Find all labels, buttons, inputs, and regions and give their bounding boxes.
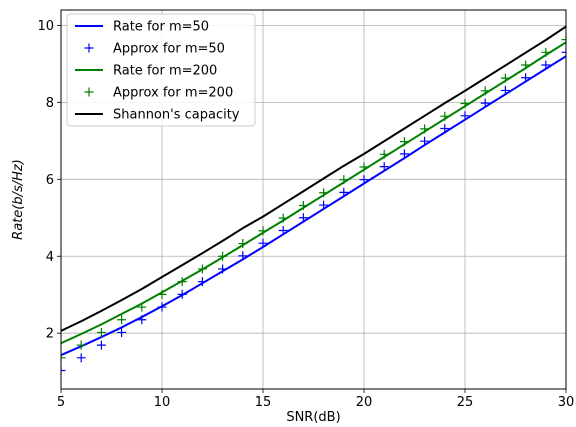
- series-3-marker-24: [541, 47, 551, 57]
- legend-box: [66, 13, 256, 127]
- series-3-marker-4: [137, 302, 147, 312]
- series-1-marker-6: [177, 289, 187, 299]
- series-3-marker-17: [399, 137, 409, 147]
- series-layer: [61, 25, 566, 376]
- series-2: [61, 41, 566, 345]
- legend-label-4: Shannon's capacity: [113, 108, 240, 123]
- series-1-marker-1: [76, 353, 86, 363]
- series-3-marker-13: [319, 188, 329, 198]
- series-3: [61, 35, 566, 363]
- y-axis-ticks: 2 4 6 8 10: [37, 19, 61, 342]
- x-axis-ticks: 5 10 15 20 25 30: [57, 389, 574, 410]
- series-3-marker-16: [379, 149, 389, 159]
- series-3-marker-3: [117, 315, 127, 325]
- series-1: [61, 47, 566, 376]
- series-3-marker-12: [298, 200, 308, 210]
- series-0: [61, 55, 566, 357]
- x-tick-label-25: 25: [457, 395, 474, 410]
- x-tick-label-10: 10: [154, 395, 171, 410]
- y-tick-label-8: 8: [46, 96, 54, 111]
- y-tick-label-2: 2: [46, 327, 54, 342]
- series-3-marker-25: [561, 35, 566, 45]
- series-3-marker-19: [440, 111, 450, 121]
- series-1-marker-8: [218, 264, 228, 274]
- series-line-4: [61, 25, 566, 332]
- series-3-marker-15: [359, 162, 369, 172]
- x-tick-label-15: 15: [255, 395, 272, 410]
- series-4: [61, 25, 566, 332]
- series-1-marker-0: [61, 366, 66, 376]
- series-3-marker-1: [76, 340, 86, 350]
- series-1-marker-12: [298, 213, 308, 223]
- series-3-marker-8: [218, 251, 228, 261]
- series-3-marker-21: [480, 86, 490, 96]
- series-3-marker-14: [339, 175, 349, 185]
- series-1-marker-3: [117, 327, 127, 337]
- series-1-marker-10: [258, 238, 268, 248]
- series-3-marker-7: [197, 264, 207, 274]
- legend-label-1: Approx for m=50: [113, 42, 225, 57]
- series-3-marker-18: [420, 124, 430, 134]
- x-tick-label-20: 20: [356, 395, 373, 410]
- series-1-marker-19: [440, 124, 450, 134]
- series-1-marker-22: [500, 85, 510, 95]
- series-1-marker-9: [238, 251, 248, 261]
- y-tick-label-10: 10: [37, 19, 54, 34]
- series-1-marker-5: [157, 302, 167, 312]
- legend-label-2: Rate for m=200: [113, 64, 217, 79]
- y-tick-label-6: 6: [46, 173, 54, 188]
- series-1-marker-21: [480, 98, 490, 108]
- legend-label-0: Rate for m=50: [113, 20, 209, 35]
- y-axis-label: Rate(b/s/Hz): [11, 159, 26, 240]
- series-3-marker-0: [61, 353, 66, 363]
- series-3-marker-11: [278, 213, 288, 223]
- series-1-marker-20: [460, 111, 470, 121]
- y-tick-label-4: 4: [46, 250, 54, 265]
- series-line-2: [61, 41, 566, 345]
- series-3-marker-22: [500, 73, 510, 83]
- series-1-marker-18: [420, 136, 430, 146]
- series-1-marker-13: [319, 200, 329, 210]
- series-line-0: [61, 55, 566, 357]
- series-3-marker-9: [238, 239, 248, 249]
- plot-frame: [60, 9, 567, 390]
- legend-marker-3: [84, 87, 94, 97]
- legend-marker-1: [84, 43, 94, 53]
- series-1-marker-15: [359, 175, 369, 185]
- series-1-marker-2: [96, 340, 106, 350]
- series-3-marker-5: [157, 289, 167, 299]
- x-axis-label: SNR(dB): [286, 410, 340, 425]
- series-1-marker-11: [278, 225, 288, 235]
- series-3-marker-20: [460, 98, 470, 108]
- series-3-marker-2: [96, 327, 106, 337]
- series-3-marker-6: [177, 277, 187, 287]
- x-tick-label-30: 30: [558, 395, 575, 410]
- series-3-marker-23: [521, 60, 531, 70]
- series-1-marker-16: [379, 162, 389, 172]
- x-tick-label-5: 5: [57, 395, 65, 410]
- series-1-marker-4: [137, 315, 147, 325]
- series-1-marker-23: [521, 73, 531, 83]
- series-3-marker-10: [258, 226, 268, 236]
- legend: Rate for m=50 Approx for m=50 Rate for m=2…: [66, 13, 256, 127]
- series-1-marker-25: [561, 47, 566, 57]
- series-1-marker-17: [399, 149, 409, 159]
- grid: [60, 10, 567, 389]
- series-1-marker-7: [197, 277, 207, 287]
- series-1-marker-14: [339, 187, 349, 197]
- series-1-marker-24: [541, 60, 551, 70]
- legend-label-3: Approx for m=200: [113, 86, 233, 101]
